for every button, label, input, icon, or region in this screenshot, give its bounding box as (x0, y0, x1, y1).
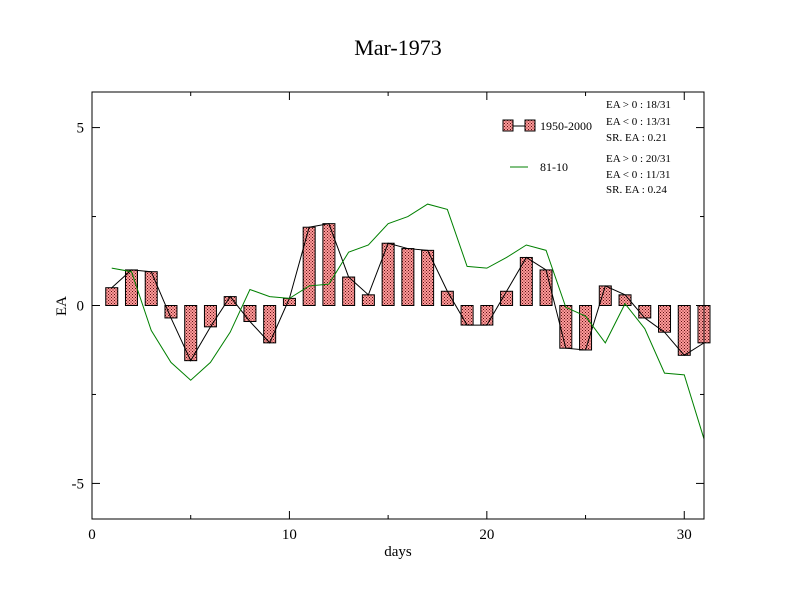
bar-day-8 (243, 305, 257, 323)
legend-stat-1-sr: SR. EA : 0.21 (606, 132, 667, 144)
bar-day-9 (263, 305, 277, 344)
bar-day-11 (302, 226, 316, 306)
bar-day-16 (401, 248, 415, 306)
bar-day-6 (203, 305, 217, 328)
bar-series-outline (111, 223, 705, 362)
bar-day-14 (361, 294, 375, 307)
y-axis-label: EA (54, 296, 70, 316)
legend-stat-1-neg: EA < 0 : 13/31 (606, 116, 671, 128)
bar-day-24 (559, 305, 573, 349)
legend-label-1950-2000: 1950-2000 (540, 119, 592, 133)
bar-day-29 (658, 305, 672, 333)
legend-stat-2-pos: EA > 0 : 20/31 (606, 153, 671, 165)
x-tick-label: 0 (88, 527, 96, 543)
y-tick-label: 0 (77, 299, 85, 315)
bar-day-28 (638, 305, 652, 319)
legend-bar-swatch-left (502, 119, 514, 132)
bar-day-15 (381, 242, 395, 307)
bar-day-2 (124, 269, 138, 306)
x-axis-label: days (384, 544, 412, 560)
y-tick-label: -5 (72, 476, 85, 492)
bar-day-26 (598, 285, 612, 307)
bar-day-20 (480, 305, 494, 326)
legend-stat-2-sr: SR. EA : 0.24 (606, 184, 667, 196)
y-axis-ticks: -5 0 5 (72, 121, 704, 492)
x-tick-label: 30 (677, 527, 692, 543)
bar-day-30 (677, 305, 691, 356)
y-tick-label: 5 (77, 121, 85, 137)
legend-stat-1-pos: EA > 0 : 18/31 (606, 99, 671, 111)
bar-day-7 (223, 296, 237, 306)
legend-bar-swatch-right (524, 119, 536, 132)
bar-day-1 (105, 287, 119, 307)
legend-label-81-10: 81-10 (540, 160, 568, 174)
x-tick-label: 10 (282, 527, 297, 543)
legend-stat-2-neg: EA < 0 : 11/31 (606, 169, 670, 181)
x-tick-label: 20 (479, 527, 494, 543)
chart-title: Mar-1973 (354, 35, 442, 60)
legend: 1950-2000 EA > 0 : 18/31 EA < 0 : 13/31 … (502, 99, 671, 196)
bar-day-25 (579, 305, 593, 351)
bar-day-19 (460, 305, 474, 326)
bar-day-3 (144, 271, 158, 306)
line-series-81-10 (111, 203, 705, 440)
x-axis-ticks: 0 10 20 30 (88, 92, 692, 543)
